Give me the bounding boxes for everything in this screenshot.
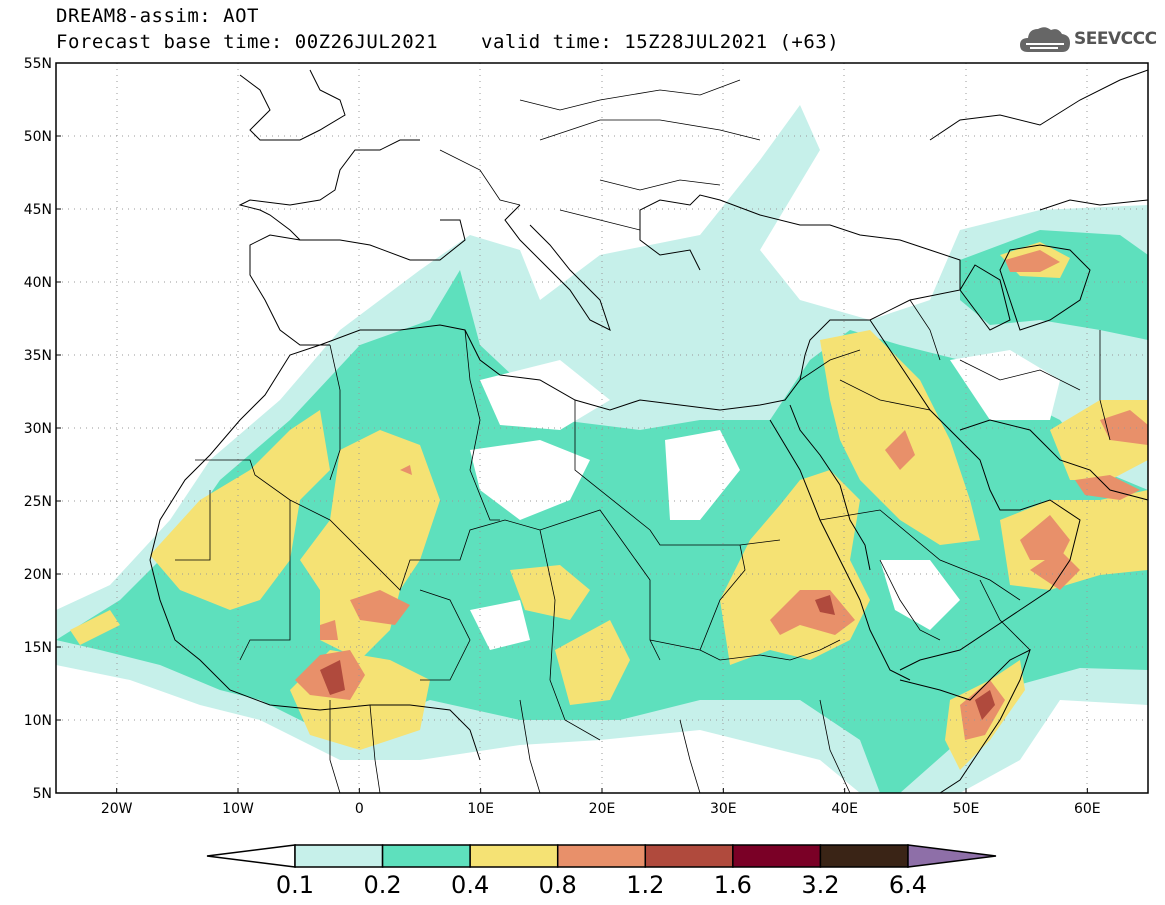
lon-label: 60E	[1074, 801, 1101, 817]
colorbar-swatch	[381, 844, 471, 868]
lon-label: 10E	[467, 801, 494, 817]
colorbar-label: 0.1	[276, 871, 314, 899]
colorbar-swatch	[819, 844, 909, 868]
colorbar-label: 0.4	[451, 871, 489, 899]
logo-text: SEEVCCC	[1074, 29, 1157, 49]
colorbar-label: 0.8	[539, 871, 577, 899]
lon-label: 20E	[589, 801, 616, 817]
lat-label: 30N	[24, 421, 52, 437]
colorbar-swatch	[556, 844, 647, 868]
colorbar-swatch	[907, 844, 997, 868]
coastlines	[149, 69, 1148, 793]
lat-label: 40N	[24, 275, 52, 291]
longitude-labels: 20W 10W 0 10E 20E 30E 40E 50E 60E	[101, 788, 1101, 817]
lat-label: 5N	[33, 786, 52, 802]
colorbar-label: 1.2	[626, 871, 664, 899]
lat-label: 50N	[24, 129, 52, 145]
colorbar-swatch	[644, 844, 734, 868]
lon-label: 10W	[222, 801, 254, 817]
colorbar-label: 3.2	[801, 871, 839, 899]
lat-label: 45N	[24, 202, 52, 218]
lon-label: 0	[355, 801, 364, 817]
latitude-labels: 55N 50N 45N 40N 35N 30N 25N 20N 15N 10N 5N	[24, 56, 61, 802]
aot-field	[56, 63, 1148, 793]
valid-time-text: valid time: 15Z28JUL2021 (+63)	[481, 31, 840, 53]
lat-label: 20N	[24, 567, 52, 583]
aot-band-0.8	[295, 250, 1148, 740]
base-time-text: Forecast base time: 00Z26JUL2021	[56, 31, 439, 53]
lon-label: 20W	[101, 801, 133, 817]
map-title: DREAM8-assim: AOT	[56, 5, 259, 27]
lat-label: 10N	[24, 713, 52, 729]
colorbar-label: 1.6	[714, 871, 752, 899]
colorbar-label: 0.2	[363, 871, 401, 899]
colorbar-swatch	[206, 844, 296, 868]
lat-label: 35N	[24, 348, 52, 364]
lat-label: 15N	[24, 640, 52, 656]
colorbar-swatch	[469, 844, 559, 868]
seevccc-logo: SEEVCCC	[1018, 22, 1157, 58]
lat-label: 55N	[24, 56, 52, 72]
lon-label: 40E	[831, 801, 858, 817]
colorbar-label: 6.4	[889, 871, 927, 899]
aot-clear-areas	[470, 350, 1060, 650]
borders	[175, 79, 1111, 793]
aot-band-1.2	[320, 595, 995, 720]
lon-label: 50E	[953, 801, 980, 817]
cloud-icon	[1020, 27, 1070, 52]
colorbar-swatch	[294, 844, 384, 868]
lat-label: 25N	[24, 494, 52, 510]
graticule	[56, 63, 1148, 793]
colorbar-swatch	[732, 844, 822, 868]
forecast-base-time: Forecast base time: 00Z26JUL2021 valid ti…	[56, 31, 839, 53]
colorbar: 0.1 0.2 0.4 0.8 1.2 1.6 3.2 6.4	[206, 844, 997, 899]
lon-label: 30E	[710, 801, 737, 817]
